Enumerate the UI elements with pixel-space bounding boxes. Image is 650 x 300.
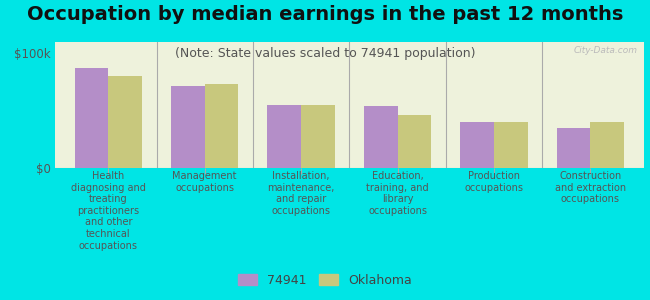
Bar <box>171 85 205 168</box>
Text: Education,
training, and
library
occupations: Education, training, and library occupat… <box>367 171 429 216</box>
Bar <box>556 128 590 168</box>
Bar <box>267 105 301 168</box>
Text: City-Data.com: City-Data.com <box>573 46 638 55</box>
Text: Construction
and extraction
occupations: Construction and extraction occupations <box>555 171 626 204</box>
Text: Management
occupations: Management occupations <box>172 171 237 193</box>
Bar <box>460 122 494 168</box>
Text: Health
diagnosing and
treating
practitioners
and other
technical
occupations: Health diagnosing and treating practitio… <box>71 171 146 250</box>
Text: Occupation by median earnings in the past 12 months: Occupation by median earnings in the pas… <box>27 4 623 23</box>
Legend: 74941, Oklahoma: 74941, Oklahoma <box>235 270 415 291</box>
Bar <box>590 122 624 168</box>
Bar <box>205 84 239 168</box>
Text: Production
occupations: Production occupations <box>465 171 523 193</box>
Bar <box>494 122 528 168</box>
Bar <box>398 115 432 168</box>
Bar <box>75 68 109 168</box>
Bar <box>301 105 335 168</box>
Text: (Note: State values scaled to 74941 population): (Note: State values scaled to 74941 popu… <box>175 46 475 59</box>
Bar <box>364 106 398 168</box>
Text: Installation,
maintenance,
and repair
occupations: Installation, maintenance, and repair oc… <box>267 171 335 216</box>
Bar <box>109 76 142 168</box>
